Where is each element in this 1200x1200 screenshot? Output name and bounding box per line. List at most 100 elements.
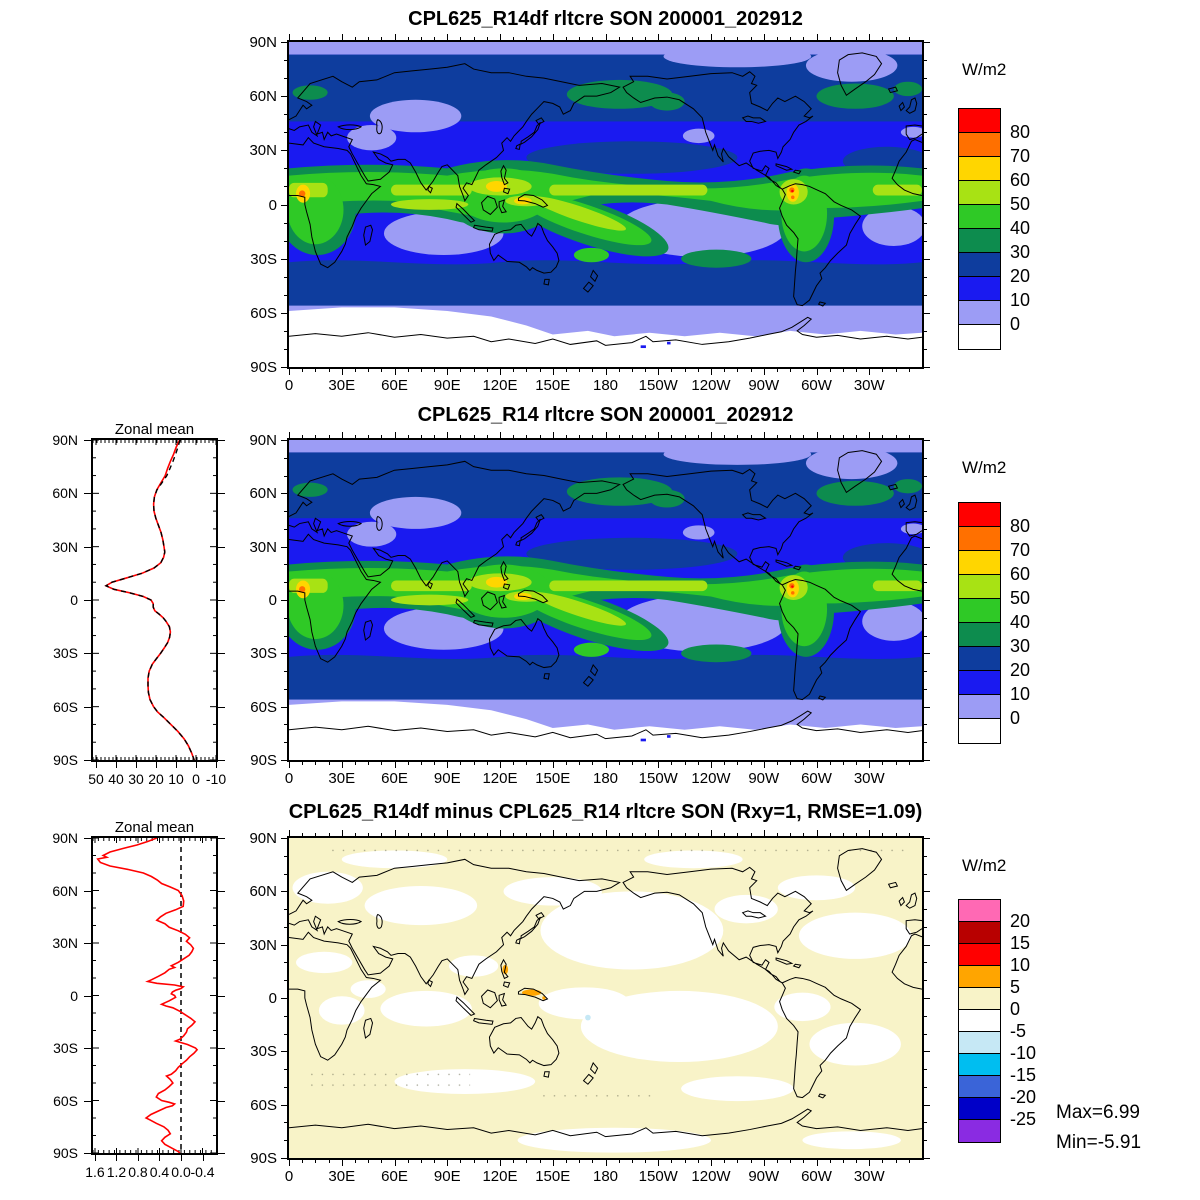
axis-tick xyxy=(618,760,620,765)
axis-tick xyxy=(84,546,91,548)
axis-tick xyxy=(434,367,436,372)
axis-tick xyxy=(922,240,927,242)
axis-tick xyxy=(315,760,317,765)
axis-tick xyxy=(776,833,778,838)
axis-tick xyxy=(289,432,290,440)
axis-tick xyxy=(486,367,488,372)
axis-tick xyxy=(218,1048,225,1049)
axis-tick xyxy=(407,1158,409,1163)
zonal-diff-plot xyxy=(93,838,216,1153)
axis-tick xyxy=(776,367,778,372)
axis-tick xyxy=(218,546,225,548)
axis-tick xyxy=(354,833,356,838)
axis-tick xyxy=(922,186,927,188)
axis-tick xyxy=(284,635,289,637)
panel-middle-title: CPL625_R14 rltcre SON 200001_202912 xyxy=(417,404,794,426)
lon-tick-label: 180 xyxy=(592,1168,619,1185)
axis-tick xyxy=(922,312,930,314)
axis-tick xyxy=(922,1051,930,1053)
axis-tick xyxy=(368,367,370,372)
colorbar-box xyxy=(958,965,1001,989)
axis-tick xyxy=(381,37,383,42)
axis-tick xyxy=(856,760,858,765)
colorbar-label: 80 xyxy=(1010,122,1031,142)
axis-tick xyxy=(281,1158,289,1159)
axis-tick xyxy=(829,37,831,42)
axis-tick xyxy=(565,435,567,440)
axis-tick xyxy=(908,833,910,838)
colorbar-label: 5 xyxy=(1010,977,1021,997)
axis-tick xyxy=(645,435,647,440)
axis-tick xyxy=(869,34,871,42)
axis-tick xyxy=(724,760,726,765)
axis-tick xyxy=(284,457,289,459)
axis-tick xyxy=(539,367,541,372)
axis-tick xyxy=(565,1158,567,1163)
axis-tick xyxy=(842,833,844,838)
axis-tick xyxy=(328,833,330,838)
stat-max: Max=6.99 xyxy=(1056,1102,1140,1123)
axis-tick xyxy=(368,435,370,440)
axis-tick xyxy=(922,998,930,999)
axis-tick xyxy=(289,760,290,768)
axis-tick xyxy=(684,760,686,765)
axis-tick xyxy=(856,833,858,838)
axis-tick xyxy=(284,564,289,566)
axis-tick xyxy=(328,760,330,765)
colorbar-box xyxy=(958,1009,1001,1033)
axis-tick xyxy=(284,132,289,134)
colorbar-box xyxy=(958,1097,1001,1121)
axis-tick xyxy=(671,435,673,440)
axis-tick xyxy=(697,435,699,440)
axis-tick xyxy=(368,760,370,765)
colorbar-box xyxy=(958,300,1001,326)
axis-tick xyxy=(434,760,436,765)
zonal-lat-tick-label: 30S xyxy=(53,645,78,662)
axis-tick xyxy=(341,34,343,42)
axis-tick xyxy=(447,830,449,838)
lat-tick-label: 30S xyxy=(250,250,277,268)
axis-tick xyxy=(856,1158,858,1163)
axis-tick xyxy=(354,760,356,765)
colorbar-label: 30 xyxy=(1010,636,1031,656)
map-middle-frame xyxy=(287,438,924,762)
zonal-lat-tick-label: 0 xyxy=(70,592,78,608)
map-diff-frame xyxy=(287,836,924,1160)
colorbar-box xyxy=(958,526,1001,552)
zonal-middle-title: Zonal mean xyxy=(114,421,195,438)
axis-tick xyxy=(281,653,289,655)
axis-tick xyxy=(724,37,726,42)
zonal-lat-tick-label: 0 xyxy=(70,987,78,1004)
axis-tick xyxy=(218,838,225,839)
axis-tick xyxy=(565,833,567,838)
axis-tick xyxy=(394,1158,396,1166)
axis-tick xyxy=(284,962,289,964)
colorbar-box xyxy=(958,324,1001,350)
axis-tick xyxy=(284,186,289,188)
axis-tick xyxy=(315,833,317,838)
axis-tick xyxy=(341,760,343,768)
colorbar-label: 10 xyxy=(1010,290,1031,310)
axis-tick xyxy=(486,1158,488,1163)
obs-black-dashed-line xyxy=(104,440,195,760)
axis-tick xyxy=(341,367,343,375)
axis-tick xyxy=(284,582,289,584)
axis-tick xyxy=(763,760,765,768)
axis-tick xyxy=(842,1158,844,1163)
axis-tick xyxy=(605,367,607,375)
colorbar-box xyxy=(958,622,1001,648)
colorbar-label: -10 xyxy=(1010,1043,1037,1063)
axis-tick xyxy=(750,1158,752,1163)
axis-tick xyxy=(763,432,765,440)
axis-tick xyxy=(737,367,739,372)
axis-tick xyxy=(750,760,752,765)
axis-tick xyxy=(196,762,197,768)
axis-tick xyxy=(631,367,633,372)
axis-tick xyxy=(284,742,289,744)
lon-tick-label: 60W xyxy=(801,770,832,787)
axis-tick xyxy=(407,760,409,765)
axis-tick xyxy=(96,762,97,768)
axis-tick xyxy=(84,995,91,997)
axis-tick xyxy=(658,830,660,838)
lon-tick-label: 0 xyxy=(284,1168,294,1185)
